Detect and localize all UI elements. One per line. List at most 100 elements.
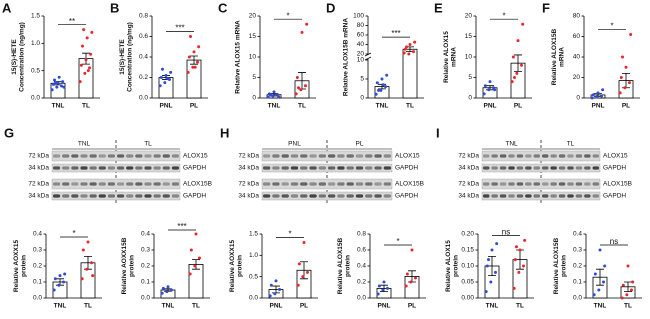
y-tick-label: 0.10 [461,263,474,270]
y-axis-label: Relative ALOX15 mRNA [235,20,242,94]
data-point [88,66,91,70]
y-axis-label: protein [21,255,28,277]
blot-band [62,182,70,186]
marker-label: 72 kDa [458,153,479,160]
blot-band [337,182,345,186]
blot-band [533,182,540,186]
blot-band [53,182,61,186]
data-point [89,52,93,56]
blot-band [525,154,532,158]
data-point [489,280,493,284]
data-point [485,264,489,268]
y-tick-label: 1.5 [249,231,258,238]
data-point [484,290,488,294]
x-tick-label: TL [82,103,90,110]
y-tick-label: 5 [360,76,364,83]
blot-strip [51,163,181,173]
y-tick-label: 0.4 [357,263,366,270]
blot-band [107,194,115,198]
data-point [85,36,89,40]
data-point [374,92,378,96]
y-axis-label: Relative AOXX15B [121,237,128,294]
y-tick-label: 60 [573,33,581,40]
blot-band [374,166,382,170]
blot-band [135,166,143,170]
marker-label: 34 kDa [458,165,479,172]
blot-band [117,154,125,158]
data-point [381,288,385,292]
blot-band [483,182,490,186]
blot-band [144,166,152,170]
data-point [165,77,169,81]
blot-band [263,194,271,198]
blot-band [318,166,326,170]
blot-band [89,154,97,158]
y-axis-label: mRNA [451,47,458,67]
y-axis-label: Concentration (ng/mg) [127,22,134,92]
panel-letter: E [434,0,443,15]
data-point [273,292,277,296]
blot-band [516,154,524,158]
data-point [197,45,201,49]
data-point [515,71,519,75]
y-tick-label: 80 [573,13,581,20]
blot-band [290,194,299,198]
blot-band [483,154,490,158]
blot-band [117,194,125,198]
data-point [490,248,494,252]
data-point [404,284,408,288]
y-tick-label: 0 [576,95,580,102]
blot-band [533,194,540,198]
data-point [296,283,300,287]
data-point [299,88,303,92]
data-point [168,78,171,82]
y-tick-label: 0.4 [573,231,582,238]
blot-band [135,182,143,186]
data-point [297,262,301,266]
data-point [590,96,594,100]
data-point [626,264,630,268]
x-tick-label: TNL [52,103,65,110]
panel-letter: D [326,0,335,15]
blot-band [153,182,161,186]
band-label: GAPDH [183,165,206,172]
bar [186,59,202,99]
axis-break [364,52,372,61]
blot-strip [481,191,601,201]
y-axis-label: protein [561,255,568,277]
y-tick-label: 1.0 [31,40,40,47]
blot-band [491,194,498,198]
data-point [161,286,165,290]
blot-band [107,182,115,186]
data-point [91,274,95,278]
error-bar [596,268,604,286]
data-point [189,248,193,252]
blot-band [542,194,549,198]
marker-label: 72 kDa [28,181,49,188]
blot-band [383,166,391,170]
blot-band [300,182,308,186]
blot-band [592,166,599,170]
data-point [297,86,300,90]
blot-band [542,166,549,170]
data-point [268,294,272,298]
panel-letter: C [218,0,228,15]
blot-band [584,166,591,170]
blot-band [89,182,97,186]
blot-band [290,166,299,170]
y-tick-label: 0.2 [141,263,150,270]
blot-band [508,166,515,170]
blot-band [499,166,507,170]
significance-label: *** [391,29,400,38]
data-point [405,45,408,49]
blot-band [374,194,382,198]
y-tick-label: 20 [465,13,473,20]
data-point [521,22,525,26]
blot-strip [481,178,601,190]
blot-band [337,166,345,170]
band-label: GAPDH [183,193,206,200]
blot-band [281,166,289,170]
marker-label: 34 kDa [28,165,49,172]
blot-band [281,154,289,158]
marker-label: 72 kDa [458,181,479,188]
